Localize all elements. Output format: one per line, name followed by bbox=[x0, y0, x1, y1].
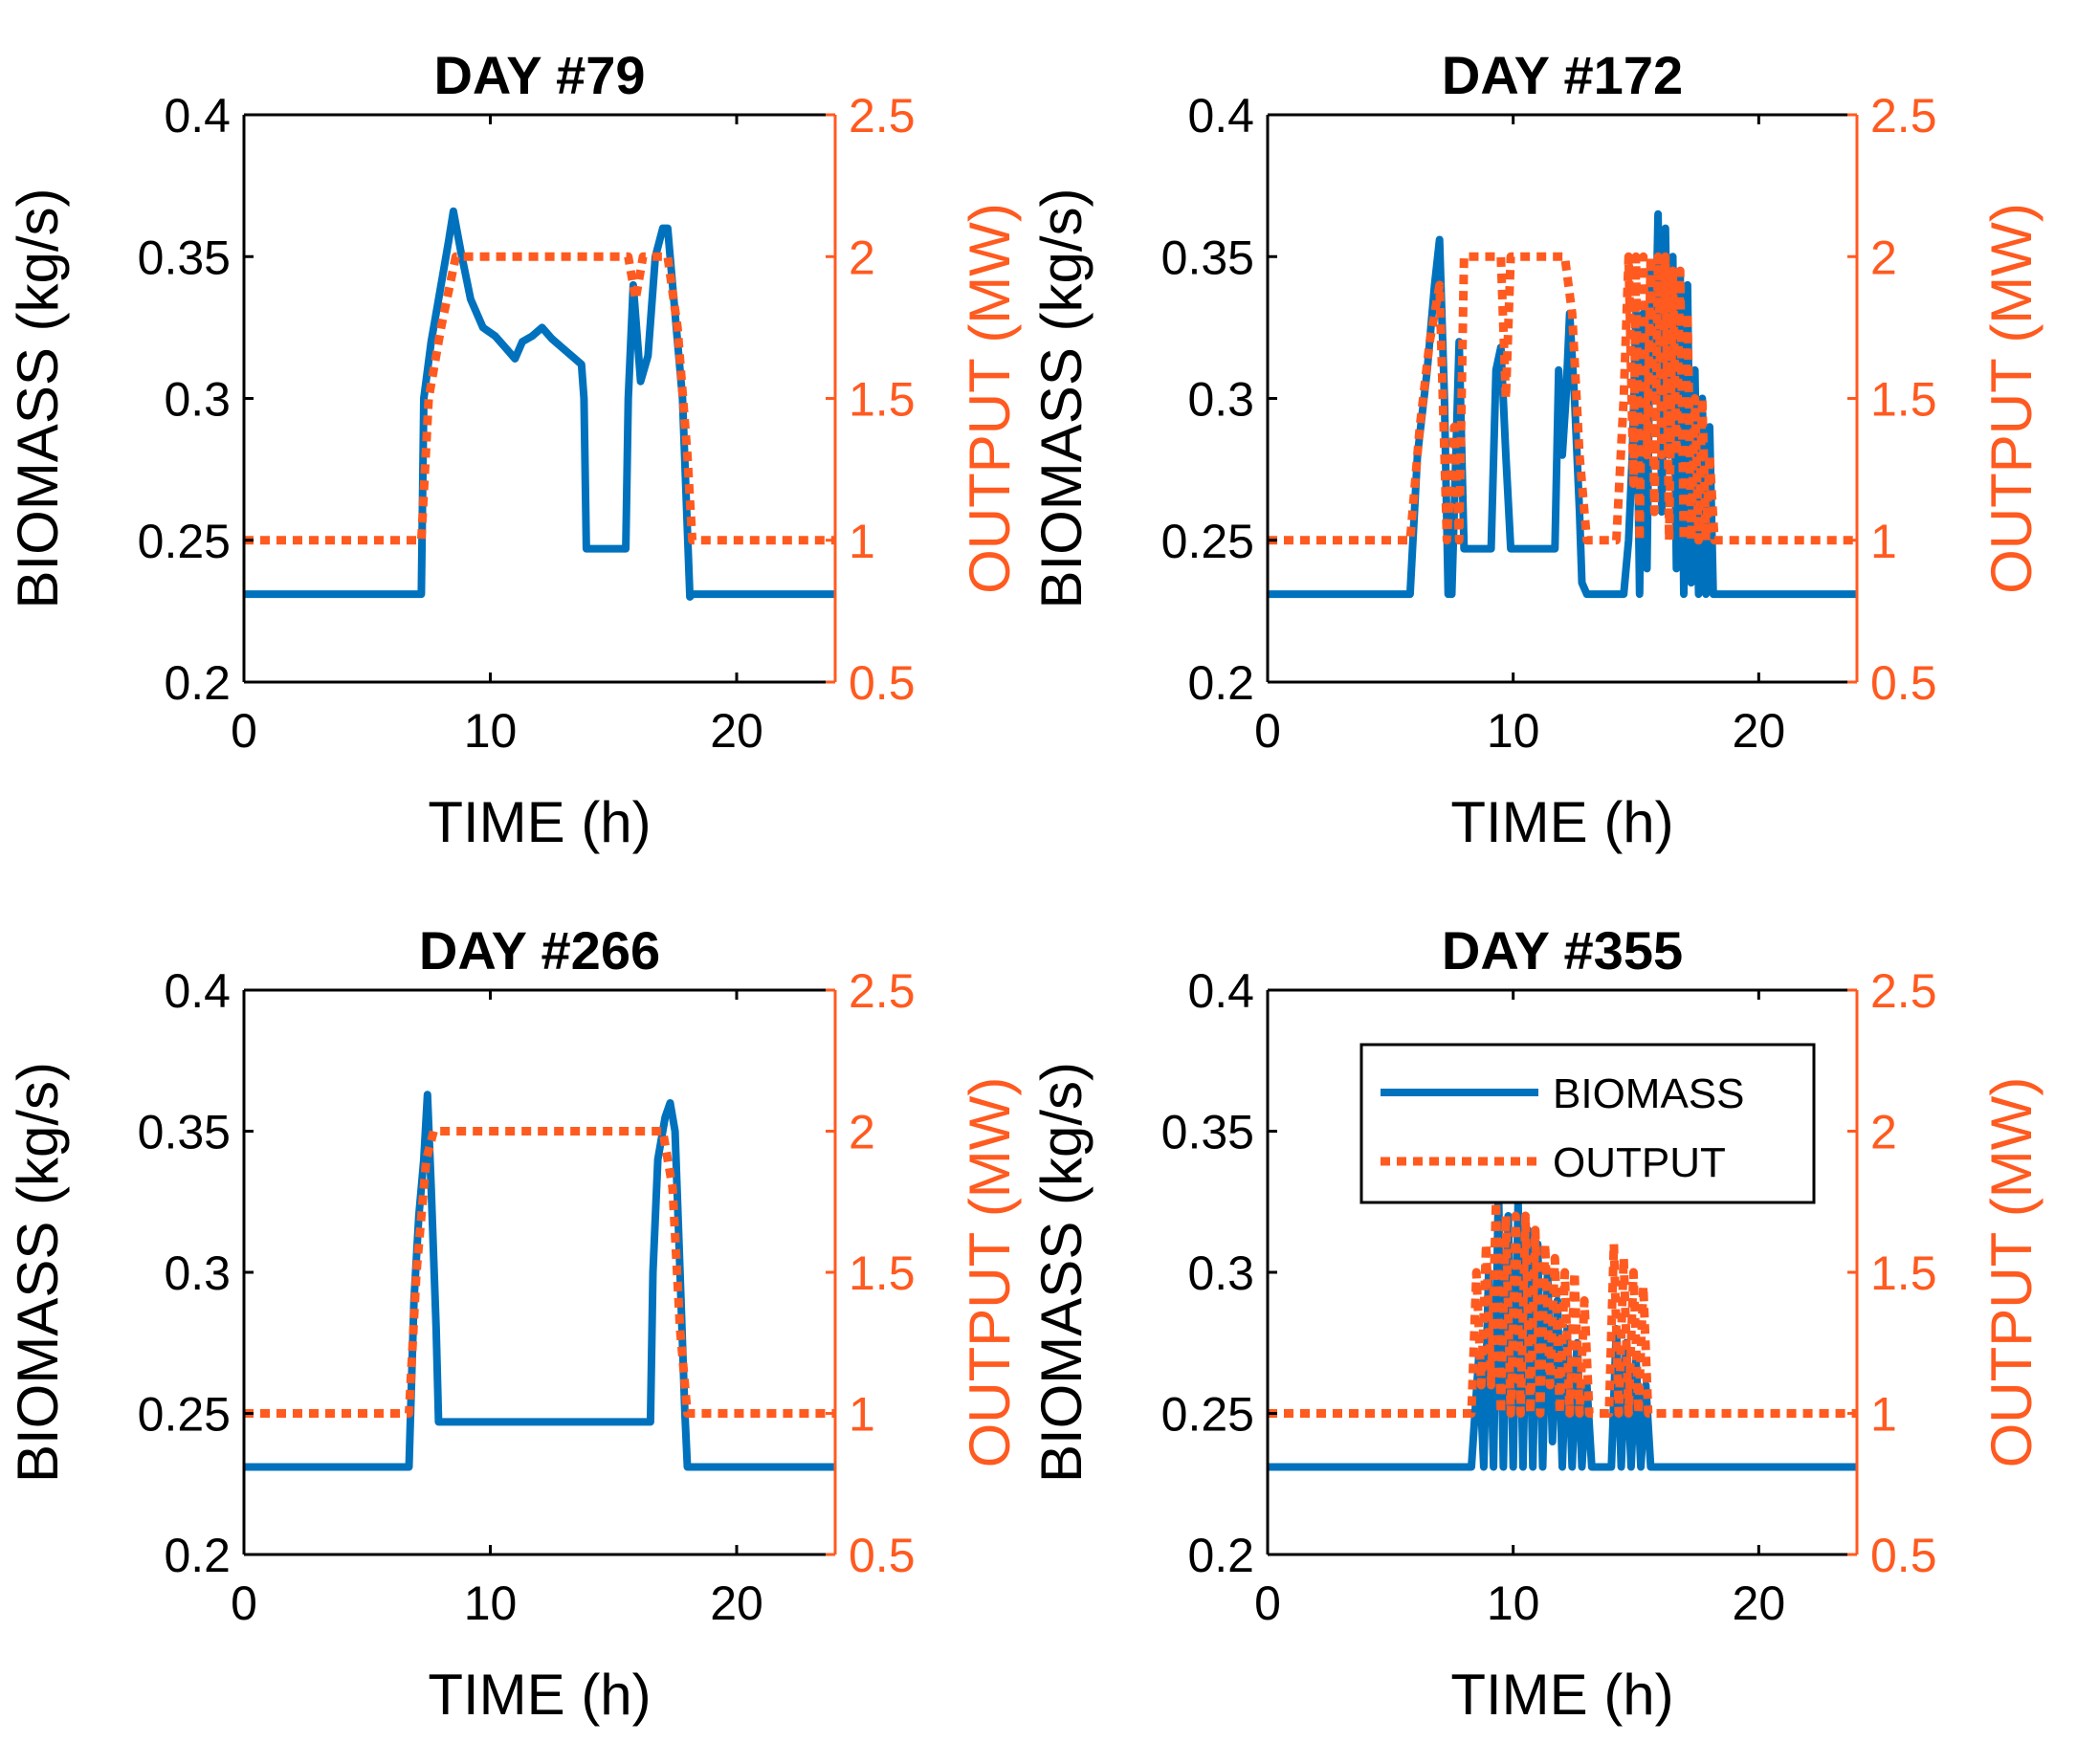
y2-tick-label: 2 bbox=[849, 231, 875, 284]
y-tick-label: 0.35 bbox=[1161, 231, 1254, 284]
y2-tick-label: 2.5 bbox=[849, 964, 916, 1018]
x-axis-label: TIME (h) bbox=[1450, 790, 1673, 854]
x-tick-label: 0 bbox=[231, 1577, 257, 1630]
y2-tick-label: 1.5 bbox=[849, 373, 916, 427]
y2-tick-label: 1.5 bbox=[849, 1246, 916, 1300]
y2-tick-label: 1.5 bbox=[1870, 373, 1937, 427]
y2-tick-label: 1 bbox=[1870, 1388, 1897, 1442]
y-tick-label: 0.3 bbox=[1187, 1246, 1254, 1300]
y2-tick-label: 1 bbox=[849, 1388, 875, 1442]
y2-tick-label: 0.5 bbox=[1870, 656, 1937, 710]
series-line-output bbox=[244, 252, 835, 545]
y-tick-label: 0.2 bbox=[1187, 1529, 1254, 1582]
y2-tick-label: 0.5 bbox=[849, 656, 916, 710]
y2-tick-label: 2.5 bbox=[1870, 89, 1937, 143]
x-tick-label: 10 bbox=[1487, 704, 1540, 758]
y-tick-label: 0.2 bbox=[1187, 656, 1254, 710]
y2-tick-label: 2.5 bbox=[1870, 964, 1937, 1018]
y-tick-label: 0.3 bbox=[164, 373, 231, 427]
y2-tick-label: 0.5 bbox=[1870, 1529, 1937, 1582]
y-tick-label: 0.4 bbox=[164, 89, 231, 143]
y-axis-label: BIOMASS (kg/s) bbox=[6, 187, 70, 608]
y2-tick-label: 1 bbox=[1870, 515, 1897, 568]
y-tick-label: 0.2 bbox=[164, 656, 231, 710]
y-axis-label: BIOMASS (kg/s) bbox=[1029, 1062, 1094, 1483]
series-line-biomass bbox=[244, 207, 835, 601]
x-tick-label: 20 bbox=[710, 1577, 763, 1630]
y-tick-label: 0.2 bbox=[164, 1529, 231, 1582]
y-tick-label: 0.25 bbox=[138, 515, 231, 568]
x-axis-label: TIME (h) bbox=[1450, 1663, 1673, 1727]
x-axis-label: TIME (h) bbox=[428, 790, 651, 854]
y-tick-label: 0.35 bbox=[1161, 1106, 1254, 1159]
x-tick-label: 20 bbox=[1733, 704, 1786, 758]
y2-tick-label: 2 bbox=[1870, 231, 1897, 284]
y2-tick-label: 1 bbox=[849, 515, 875, 568]
y-tick-label: 0.3 bbox=[164, 1246, 231, 1300]
y-tick-label: 0.4 bbox=[1187, 964, 1254, 1018]
y-tick-label: 0.4 bbox=[1187, 89, 1254, 143]
legend: BIOMASS OUTPUT bbox=[1359, 1043, 1816, 1204]
series-line-output bbox=[244, 1127, 835, 1418]
y2-tick-label: 2 bbox=[1870, 1106, 1897, 1159]
chart-panel-4: 0 10 20 0.2 0.25 0.3 0.35 0.4 0.5 1 1.5 2 2.5 DAY #35… bbox=[1029, 920, 2044, 1727]
y2-tick-label: 1.5 bbox=[1870, 1246, 1937, 1300]
x-tick-label: 20 bbox=[1733, 1577, 1786, 1630]
chart-title: DAY #266 bbox=[419, 920, 660, 981]
y2-tick-label: 0.5 bbox=[849, 1529, 916, 1582]
y2-tick-label: 2 bbox=[849, 1106, 875, 1159]
x-tick-label: 0 bbox=[231, 704, 257, 758]
x-tick-label: 10 bbox=[464, 1577, 518, 1630]
legend-label-biomass: BIOMASS bbox=[1553, 1070, 1745, 1117]
chart-panel-3: 0 10 20 0.2 0.25 0.3 0.35 0.4 0.5 1 1.5 2 2.5 DAY #26… bbox=[6, 920, 1022, 1727]
y-tick-label: 0.35 bbox=[138, 231, 231, 284]
y-tick-label: 0.25 bbox=[1161, 1388, 1254, 1442]
x-tick-label: 20 bbox=[710, 704, 763, 758]
y-axis-label: BIOMASS (kg/s) bbox=[1029, 187, 1094, 608]
y2-axis-label: OUTPUT (MW) bbox=[958, 203, 1022, 594]
y-tick-label: 0.25 bbox=[1161, 515, 1254, 568]
y2-axis-label: OUTPUT (MW) bbox=[958, 1077, 1022, 1468]
y2-axis-label: OUTPUT (MW) bbox=[1979, 203, 2044, 594]
y2-axis-label: OUTPUT (MW) bbox=[1979, 1077, 2044, 1468]
series-line-output bbox=[1268, 252, 1857, 545]
y2-tick-label: 2.5 bbox=[849, 89, 916, 143]
x-tick-label: 0 bbox=[1254, 704, 1281, 758]
y-tick-label: 0.35 bbox=[138, 1106, 231, 1159]
y-tick-label: 0.4 bbox=[164, 964, 231, 1018]
chart-title: DAY #79 bbox=[433, 45, 645, 105]
legend-box bbox=[1359, 1043, 1816, 1204]
x-tick-label: 10 bbox=[464, 704, 518, 758]
series-line-output bbox=[1268, 1197, 1857, 1418]
y-axis-label: BIOMASS (kg/s) bbox=[6, 1062, 70, 1483]
chart-title: DAY #172 bbox=[1442, 45, 1683, 105]
x-tick-label: 0 bbox=[1254, 1577, 1281, 1630]
chart-title: DAY #355 bbox=[1442, 920, 1683, 981]
chart-panel-1: 0 10 20 0.2 0.25 0.3 0.35 0.4 0.5 1 1.5 2 2.5 DAY #79… bbox=[6, 45, 1022, 854]
legend-label-output: OUTPUT bbox=[1553, 1139, 1726, 1186]
x-axis-label: TIME (h) bbox=[428, 1663, 651, 1727]
y-tick-label: 0.25 bbox=[138, 1388, 231, 1442]
y-tick-label: 0.3 bbox=[1187, 373, 1254, 427]
x-tick-label: 10 bbox=[1487, 1577, 1540, 1630]
chart-panel-2: 0 10 20 0.2 0.25 0.3 0.35 0.4 0.5 1 1.5 2 2.5 DAY #17… bbox=[1029, 45, 2044, 854]
